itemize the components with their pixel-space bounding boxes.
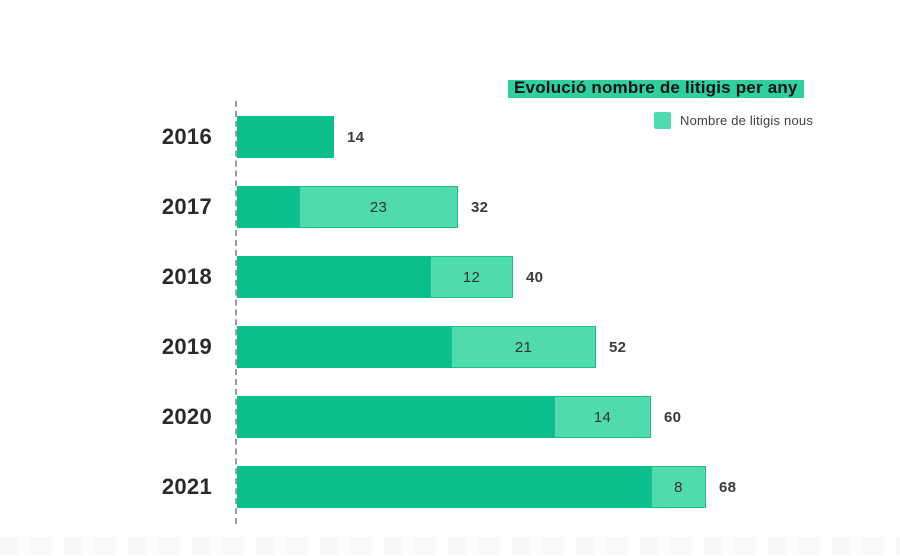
bar-2019: 21 52 <box>237 326 626 368</box>
legend-swatch-icon <box>654 112 671 129</box>
legend: Nombre de litigis nous <box>654 112 813 129</box>
chart-title: Evolució nombre de litigis per any <box>508 76 804 98</box>
total-label-2017: 32 <box>471 198 489 216</box>
bar-segment-new-2019: 21 <box>451 326 596 368</box>
category-label-2021: 2021 <box>161 474 212 499</box>
chart-row-2016: 2016 14 <box>0 116 900 158</box>
bar-segment-base-2020 <box>237 396 554 438</box>
category-label-2018: 2018 <box>161 264 212 289</box>
total-label-2018: 40 <box>526 268 544 286</box>
category-label-2017: 2017 <box>161 194 212 219</box>
bar-segment-base-2017 <box>237 186 299 228</box>
bar-segment-base-2016 <box>237 116 334 158</box>
legend-label: Nombre de litigis nous <box>680 113 814 128</box>
bar-segment-new-2021: 8 <box>651 466 706 508</box>
total-label-2016: 14 <box>347 128 365 146</box>
bar-segment-base-2021 <box>237 466 651 508</box>
chart-row-2020: 2020 14 60 <box>0 396 900 438</box>
total-label-2020: 60 <box>664 408 682 426</box>
cropped-bottom-artifact <box>0 537 900 555</box>
category-label-2019: 2019 <box>161 334 212 359</box>
category-label-2016: 2016 <box>161 124 212 149</box>
chart-row-2021: 2021 8 68 <box>0 466 900 508</box>
total-label-2021: 68 <box>719 478 737 496</box>
y-axis-dashed-line <box>235 101 237 524</box>
chart-row-2017: 2017 23 32 <box>0 186 900 228</box>
chart-row-2018: 2018 12 40 <box>0 256 900 298</box>
total-label-2019: 52 <box>609 338 627 356</box>
bar-2017: 23 32 <box>237 186 488 228</box>
category-label-2020: 2020 <box>161 404 212 429</box>
bar-segment-base-2018 <box>237 256 430 298</box>
bar-2016: 14 <box>237 116 364 158</box>
bar-2018: 12 40 <box>237 256 543 298</box>
bar-segment-new-2017: 23 <box>299 186 458 228</box>
bar-segment-base-2019 <box>237 326 451 368</box>
bar-segment-new-2020: 14 <box>554 396 651 438</box>
chart-row-2019: 2019 21 52 <box>0 326 900 368</box>
bar-2021: 8 68 <box>237 466 736 508</box>
bar-segment-new-2018: 12 <box>430 256 513 298</box>
bar-2020: 14 60 <box>237 396 681 438</box>
